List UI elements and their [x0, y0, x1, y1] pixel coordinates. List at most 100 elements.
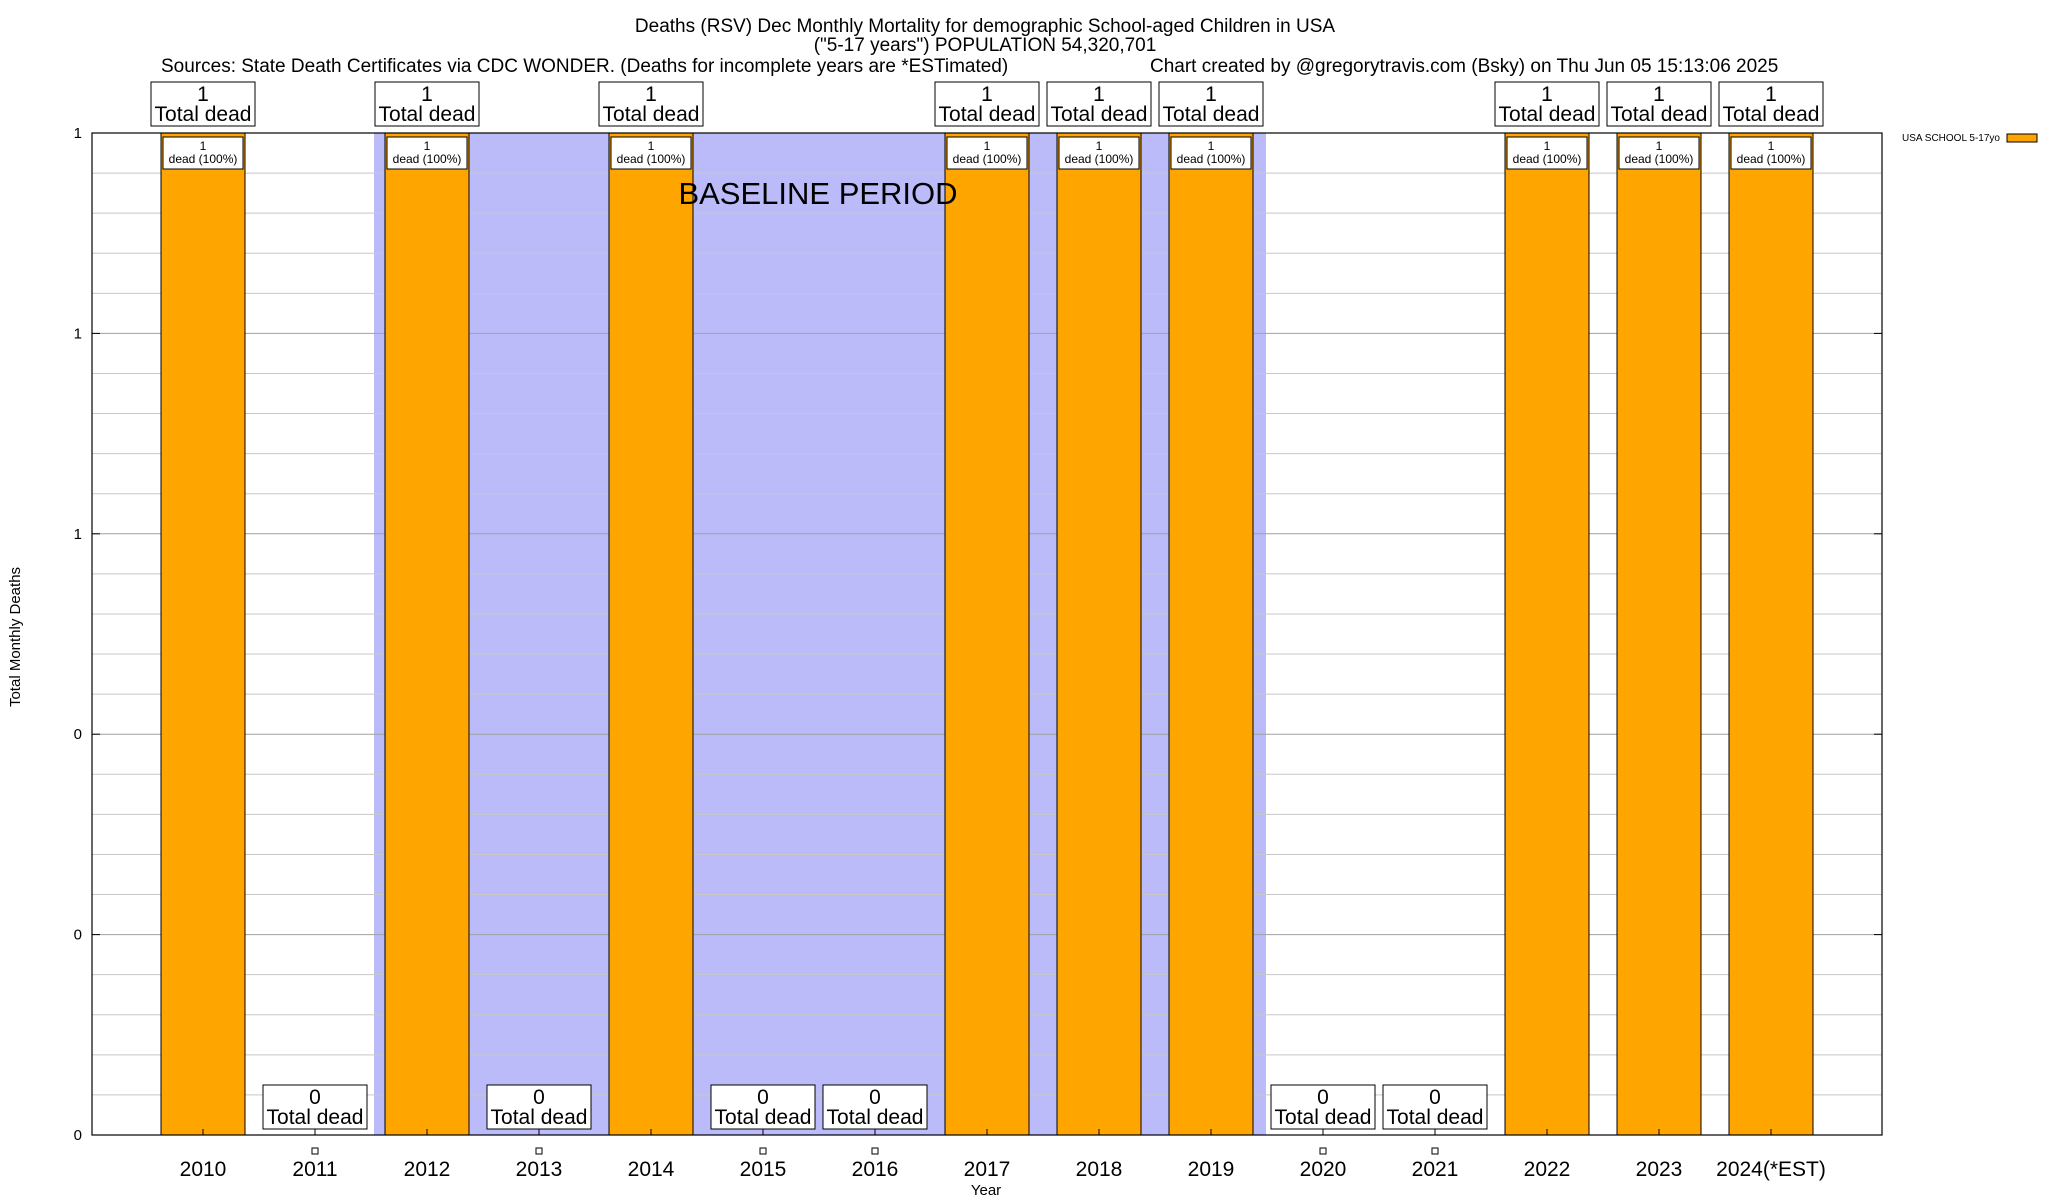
total-label-box — [1494, 81, 1600, 127]
inner-label-box — [946, 136, 1028, 170]
zero-marker-2020 — [1319, 1147, 1327, 1155]
total-label-box — [1382, 1084, 1488, 1130]
total-count-label: 0 — [309, 1086, 321, 1109]
inner-percent-label: dead (100%) — [1737, 152, 1806, 166]
inner-label-box — [1618, 136, 1700, 170]
chart-credit-note: Chart created by @gregorytravis.com (Bsk… — [1150, 56, 1778, 77]
total-caption-label: Total dead — [1163, 103, 1260, 126]
inner-label-box — [162, 136, 244, 170]
y-tick-label: 0 — [74, 1127, 82, 1144]
total-caption-label: Total dead — [1499, 103, 1596, 126]
x-tick-label: 2013 — [516, 1158, 563, 1181]
inner-percent-label: dead (100%) — [1177, 152, 1246, 166]
total-label-box — [1158, 81, 1264, 127]
total-count-label: 0 — [869, 1086, 881, 1109]
x-tick-label: 2014 — [628, 1158, 675, 1181]
legend-series-swatch — [2006, 133, 2038, 143]
y-tick-label: 1 — [74, 325, 82, 342]
x-tick-label: 2016 — [852, 1158, 899, 1181]
inner-count-label: 1 — [424, 139, 431, 153]
x-tick-label: 2023 — [1636, 1158, 1683, 1181]
total-caption-label: Total dead — [379, 103, 476, 126]
x-tick-label: 2012 — [404, 1158, 451, 1181]
total-caption-label: Total dead — [715, 1106, 812, 1129]
total-count-label: 1 — [421, 83, 433, 106]
bar-2012 — [384, 132, 470, 1136]
total-count-label: 1 — [197, 83, 209, 106]
inner-label-box — [1506, 136, 1588, 170]
axis-layer: 0 0 0 1 1 1 2010 2011 2012 2013 2014 2015 2016 2017 20… — [74, 125, 1883, 1181]
chart-source-note: Sources: State Death Certificates via CD… — [161, 56, 1008, 77]
inner-count-label: 1 — [1208, 139, 1215, 153]
total-count-label: 1 — [1205, 83, 1217, 106]
y-tick-label: 0 — [74, 726, 82, 743]
inner-count-label: 1 — [648, 139, 655, 153]
bar-2010 — [160, 132, 246, 1136]
total-label-box — [1606, 81, 1712, 127]
zero-marker-2011 — [311, 1147, 319, 1155]
inner-count-label: 1 — [1656, 139, 1663, 153]
total-label-box — [262, 1084, 368, 1130]
legend-series-label: USA SCHOOL 5-17yo — [1902, 133, 2000, 144]
x-tick-label: 2022 — [1524, 1158, 1571, 1181]
y-tick-label: 0 — [74, 927, 82, 944]
inner-label-box — [386, 136, 468, 170]
x-tick-label: 2018 — [1076, 1158, 1123, 1181]
total-label-box — [1270, 1084, 1376, 1130]
total-caption-label: Total dead — [1387, 1106, 1484, 1129]
total-caption-label: Total dead — [827, 1106, 924, 1129]
total-caption-label: Total dead — [1275, 1106, 1372, 1129]
total-count-label: 1 — [981, 83, 993, 106]
total-label-box — [1718, 81, 1824, 127]
inner-percent-label: dead (100%) — [1513, 152, 1582, 166]
x-tick-label: 2017 — [964, 1158, 1011, 1181]
inner-percent-label: dead (100%) — [1625, 152, 1694, 166]
total-label-box — [486, 1084, 592, 1130]
x-tick-label: 2015 — [740, 1158, 787, 1181]
total-label-box — [822, 1084, 928, 1130]
x-tick-label: 2011 — [292, 1158, 337, 1181]
inner-percent-label: dead (100%) — [953, 152, 1022, 166]
total-count-label: 0 — [533, 1086, 545, 1109]
total-label-box — [710, 1084, 816, 1130]
x-tick-label: 2020 — [1300, 1158, 1347, 1181]
x-tick-label: 2019 — [1188, 1158, 1235, 1181]
total-caption-label: Total dead — [939, 103, 1036, 126]
total-caption-label: Total dead — [1723, 103, 1820, 126]
inner-count-label: 1 — [200, 139, 207, 153]
total-caption-label: Total dead — [1611, 103, 1708, 126]
inner-count-label: 1 — [1544, 139, 1551, 153]
y-axis-title: Total Monthly Deaths — [7, 567, 24, 707]
zero-marker-2015 — [759, 1147, 767, 1155]
inner-label-box — [610, 136, 692, 170]
inner-count-label: 1 — [1096, 139, 1103, 153]
total-count-label: 0 — [1317, 1086, 1329, 1109]
total-count-label: 1 — [1541, 83, 1553, 106]
zero-marker-2021 — [1431, 1147, 1439, 1155]
inner-percent-label: dead (100%) — [393, 152, 462, 166]
total-label-box — [150, 81, 256, 127]
total-caption-label: Total dead — [155, 103, 252, 126]
total-label-box — [934, 81, 1040, 127]
total-label-box — [598, 81, 704, 127]
inner-count-label: 1 — [1768, 139, 1775, 153]
chart-legend: USA SCHOOL 5-17yo — [1902, 133, 2038, 144]
bar-2022 — [1504, 132, 1590, 1136]
bar-2023 — [1616, 132, 1702, 1136]
zero-marker-2016 — [871, 1147, 879, 1155]
x-tick-label: 2010 — [180, 1158, 227, 1181]
bar-2017 — [944, 132, 1030, 1136]
total-count-label: 0 — [1429, 1086, 1441, 1109]
bar-2024(*EST) — [1728, 132, 1814, 1136]
inner-percent-label: dead (100%) — [169, 152, 238, 166]
bar-layer — [160, 132, 1814, 1155]
bar-2014 — [608, 132, 694, 1136]
total-count-label: 1 — [1093, 83, 1105, 106]
y-tick-label: 1 — [74, 526, 82, 543]
total-label-box — [1046, 81, 1152, 127]
chart-subtitle: ("5-17 years") POPULATION 54,320,701 — [814, 35, 1157, 56]
inner-label-box — [1730, 136, 1812, 170]
y-tick-label: 1 — [74, 125, 82, 142]
